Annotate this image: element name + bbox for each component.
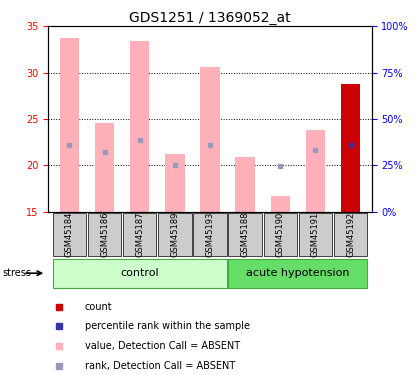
Title: GDS1251 / 1369052_at: GDS1251 / 1369052_at <box>129 11 291 25</box>
Bar <box>228 258 368 288</box>
Text: value, Detection Call = ABSENT: value, Detection Call = ABSENT <box>85 341 240 351</box>
Text: count: count <box>85 302 113 312</box>
Bar <box>228 213 262 256</box>
Bar <box>306 130 325 212</box>
Bar <box>95 123 114 212</box>
Text: GSM45187: GSM45187 <box>135 211 144 257</box>
Text: control: control <box>121 268 159 278</box>
Text: GSM45193: GSM45193 <box>205 211 215 257</box>
Bar <box>165 154 184 212</box>
Bar <box>270 196 290 212</box>
Text: GSM45191: GSM45191 <box>311 212 320 257</box>
Bar <box>264 213 297 256</box>
Bar <box>334 213 368 256</box>
Bar <box>158 213 192 256</box>
Text: percentile rank within the sample: percentile rank within the sample <box>85 321 250 332</box>
Text: stress: stress <box>2 268 31 278</box>
Text: GSM45188: GSM45188 <box>241 211 249 257</box>
Bar <box>299 213 332 256</box>
Text: GSM45184: GSM45184 <box>65 211 74 257</box>
Bar <box>341 84 360 212</box>
Bar <box>130 41 150 212</box>
Bar <box>341 84 360 212</box>
Text: GSM45189: GSM45189 <box>171 211 179 257</box>
Bar <box>236 157 255 212</box>
Text: GSM45192: GSM45192 <box>346 212 355 257</box>
Bar <box>200 67 220 212</box>
Bar <box>88 213 121 256</box>
Bar <box>123 213 156 256</box>
Text: acute hypotension: acute hypotension <box>246 268 349 278</box>
Text: GSM45186: GSM45186 <box>100 211 109 257</box>
Bar <box>52 213 86 256</box>
Bar <box>193 213 227 256</box>
Text: rank, Detection Call = ABSENT: rank, Detection Call = ABSENT <box>85 361 235 371</box>
Bar <box>60 38 79 212</box>
Text: GSM45190: GSM45190 <box>276 212 285 257</box>
Bar <box>52 258 227 288</box>
